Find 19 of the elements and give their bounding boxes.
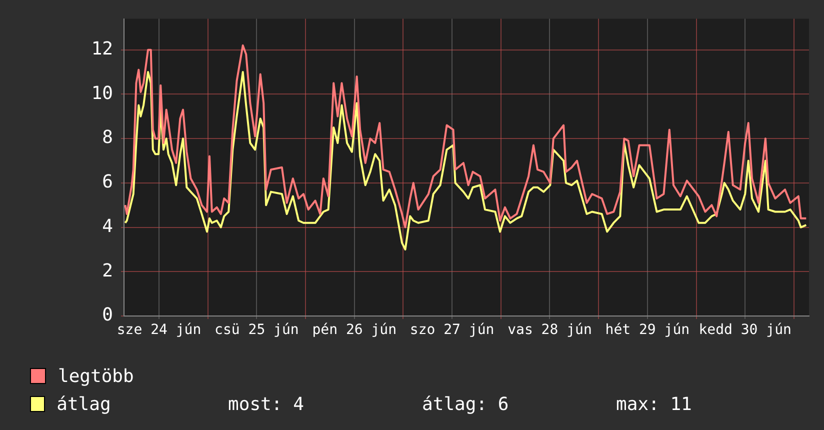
legend-label: legtöbb [58, 366, 135, 386]
x-tick-label: sze 24 jún [116, 322, 202, 338]
text: most: 4 [228, 394, 305, 414]
text: átlag: 6 [422, 394, 510, 414]
x-tick-label: kedd 30 jún [698, 322, 792, 338]
legend-label: átlag [56, 394, 112, 414]
y-tick-label: 4 [102, 216, 113, 237]
x-tick-label: hét 29 jún [605, 322, 690, 338]
text: max: 11 [616, 394, 693, 414]
x-tick-label: csü 25 jún [214, 322, 299, 338]
y-tick-label: 12 [91, 38, 113, 60]
y-tick-label: 6 [102, 172, 113, 193]
y-tick-label: 2 [102, 260, 113, 282]
x-tick-label: szo 27 jún [410, 322, 494, 338]
x-tick-label: vas 28 jún [508, 322, 592, 338]
y-tick-label: 8 [102, 127, 113, 148]
y-tick-label: 0 [102, 304, 113, 326]
y-tick-label: 10 [91, 82, 113, 104]
x-tick-label: pén 26 jún [312, 322, 397, 338]
